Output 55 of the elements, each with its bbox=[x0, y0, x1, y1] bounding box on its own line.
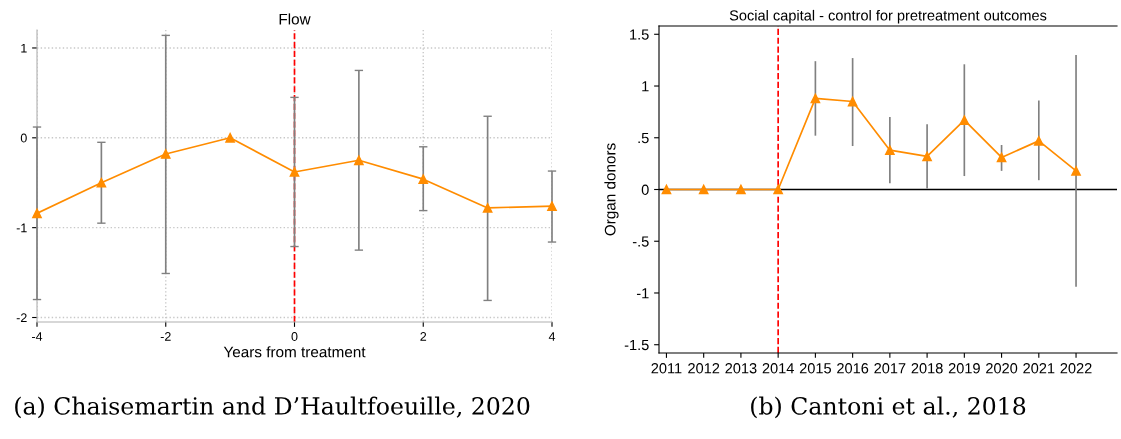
x-tick-label: 2014 bbox=[762, 363, 794, 374]
point bbox=[32, 208, 42, 219]
y-tick-label: .5 bbox=[638, 133, 649, 144]
point bbox=[1071, 166, 1081, 176]
chart-title: Flow bbox=[279, 13, 311, 25]
x-tick-label: 2011 bbox=[651, 363, 682, 374]
point bbox=[736, 184, 746, 195]
point bbox=[885, 145, 895, 156]
point bbox=[225, 132, 235, 143]
y-axis-title: Organ donors bbox=[604, 143, 619, 236]
point bbox=[847, 96, 858, 107]
x-axis-title: Years from treatment bbox=[223, 346, 366, 358]
x-tick-label: 2017 bbox=[874, 363, 906, 374]
y-tick-label: 0 bbox=[20, 133, 27, 143]
y-tick-label: 1 bbox=[21, 43, 27, 53]
y-tick-label: -1.5 bbox=[624, 339, 649, 351]
x-tick-label: -4 bbox=[32, 332, 43, 341]
chart-title: Social capital - control for pretreatment outcomes bbox=[729, 9, 1047, 24]
x-tick-label: 2012 bbox=[688, 363, 720, 374]
x-tick-label: 2021 bbox=[1023, 363, 1055, 374]
point bbox=[1033, 136, 1044, 146]
point bbox=[698, 184, 709, 195]
x-tick-label: 2013 bbox=[725, 363, 757, 374]
point bbox=[810, 93, 821, 104]
y-tick-label: -.5 bbox=[632, 236, 649, 247]
point bbox=[959, 115, 970, 126]
point bbox=[289, 167, 300, 177]
y-tick-label: 1.5 bbox=[630, 29, 649, 40]
x-tick-label: 4 bbox=[548, 332, 556, 341]
point bbox=[661, 184, 672, 195]
point bbox=[773, 184, 784, 195]
x-tick-label: 0 bbox=[291, 332, 298, 341]
y-tick-label: 0 bbox=[641, 184, 649, 195]
point bbox=[482, 203, 493, 213]
x-tick-label: 2022 bbox=[1060, 363, 1092, 374]
x-tick-label: -2 bbox=[160, 332, 171, 341]
x-tick-label: 2019 bbox=[948, 363, 980, 374]
point bbox=[996, 152, 1007, 163]
y-tick-label: 1 bbox=[642, 81, 649, 92]
x-tick-label: 2016 bbox=[837, 363, 869, 374]
x-tick-label: 2015 bbox=[799, 363, 831, 374]
y-tick-label: -2 bbox=[16, 313, 27, 323]
x-tick-label: 2 bbox=[420, 332, 427, 341]
text: (a) Chaisemartin and D’Haultfoeuille, 2020 bbox=[15, 396, 530, 419]
y-tick-label: -1 bbox=[636, 288, 649, 299]
text: (b) Cantoni et al., 2018 bbox=[751, 396, 1026, 419]
x-tick-label: 2018 bbox=[911, 363, 943, 374]
y-tick-label: -1 bbox=[16, 223, 27, 233]
point bbox=[96, 177, 107, 188]
point bbox=[160, 149, 171, 159]
point bbox=[547, 201, 557, 211]
x-tick-label: 2020 bbox=[986, 363, 1018, 374]
point bbox=[922, 151, 932, 162]
point bbox=[354, 155, 364, 166]
point bbox=[418, 174, 429, 185]
